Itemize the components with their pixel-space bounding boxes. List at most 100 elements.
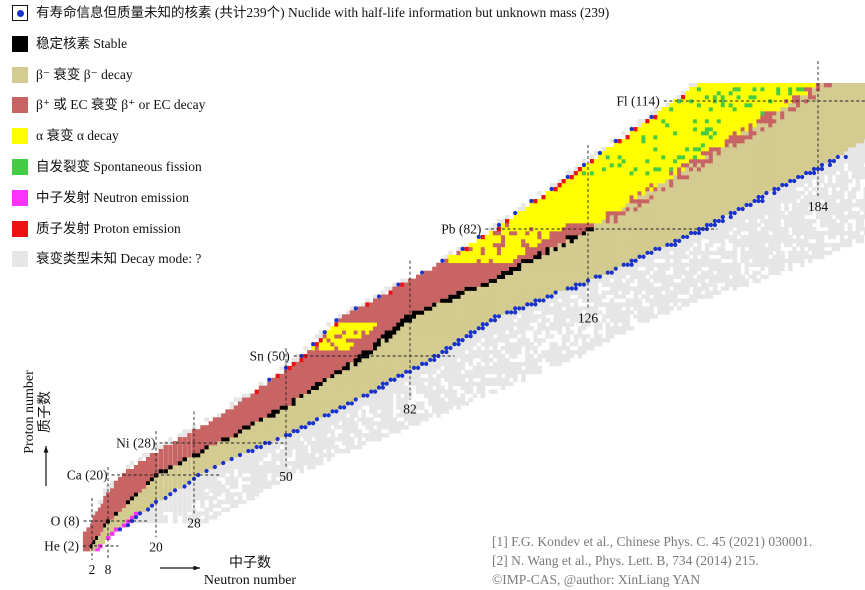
alpha-cell: [342, 346, 347, 351]
unknown-decay-cell: [492, 322, 498, 327]
unknown-decay-cell: [537, 354, 542, 359]
unknown-decay-cell: [208, 484, 214, 489]
beta-plus-cell: [263, 385, 268, 390]
unknown-decay-cell: [685, 298, 690, 303]
unknown-decay-cell: [361, 397, 366, 402]
alpha-cell: [342, 342, 347, 347]
unknown-decay-cell: [468, 354, 474, 359]
unknown-decay-cell: [553, 357, 559, 363]
beta-plus-cell: [221, 413, 226, 418]
unknown-decay-cell: [621, 294, 627, 299]
beta-plus-cell: [177, 441, 183, 446]
unknown-decay-cell: [792, 246, 797, 252]
unknown-decay-cell: [835, 203, 841, 208]
unknown-decay-cell: [728, 278, 734, 283]
beta-plus-cell: [303, 377, 308, 383]
unknown-decay-cell: [827, 211, 833, 216]
beta-plus-cell: [117, 507, 123, 512]
beta-minus-cell: [349, 381, 355, 386]
unknown-decay-cell: [807, 199, 813, 204]
beta-minus-cell: [177, 484, 183, 489]
unknown-decay-cell: [444, 361, 449, 367]
unknown-decay-cell: [322, 441, 328, 446]
beta-plus-cell: [287, 397, 293, 402]
beta-plus-cell: [225, 433, 230, 438]
beta-minus-cell: [287, 421, 293, 426]
beta-plus-cell: [117, 480, 123, 485]
unknown-decay-cell: [345, 405, 351, 410]
unknown-decay-cell: [681, 250, 686, 256]
unknown-decay-cell: [440, 373, 445, 379]
beta-plus-cell: [97, 523, 103, 528]
unknown-decay-cell: [267, 465, 272, 470]
unknown-decay-cell: [537, 365, 542, 371]
unknown-decay-cell: [424, 413, 429, 418]
unknown-decay-cell: [452, 381, 457, 386]
unknown-decay-cell: [689, 274, 694, 279]
beta-plus-cell: [322, 354, 328, 359]
beta-minus-cell: [392, 373, 397, 379]
unknown-decay-cell: [827, 199, 833, 204]
unknown-decay-cell: [677, 286, 682, 291]
unknown-decay-cell: [681, 282, 686, 287]
unknown-decay-cell: [863, 227, 865, 232]
unknown-decay-cell: [807, 219, 813, 224]
beta-minus-cell: [318, 409, 324, 414]
unknown-decay-cell: [537, 314, 542, 319]
unknown-decay-cell: [496, 357, 502, 363]
beta-plus-cell: [233, 421, 239, 426]
beta-minus-cell: [420, 350, 425, 355]
beta-plus-cell: [342, 361, 347, 367]
beta-plus-cell: [242, 401, 247, 406]
beta-minus-cell: [196, 461, 201, 466]
unknown-decay-cell: [692, 83, 698, 88]
unknown-decay-cell: [271, 453, 276, 458]
unknown-decay-cell: [533, 330, 538, 335]
unknown-decay-cell: [597, 278, 603, 283]
unknown-decay-cell: [291, 445, 297, 450]
unknown-decay-cell: [492, 330, 498, 335]
unknown-decay-cell: [815, 183, 821, 188]
beta-plus-cell: [267, 405, 272, 410]
unknown-decay-cell: [182, 496, 187, 501]
unknown-decay-cell: [172, 507, 178, 512]
unknown-decay-cell: [476, 369, 482, 375]
unknown-decay-cell: [835, 183, 841, 188]
stable-cell: [145, 480, 151, 485]
unknown-decay-cell: [400, 377, 405, 383]
unknown-decay-cell: [740, 250, 746, 256]
proton-emission-cell: [318, 338, 324, 343]
unknown-decay-cell: [517, 326, 522, 331]
beta-minus-cell: [361, 369, 366, 375]
unknown-decay-cell: [685, 290, 690, 295]
beta-plus-cell: [263, 401, 268, 406]
beta-plus-cell: [287, 377, 293, 383]
neutron-emission-cell: [95, 547, 100, 552]
unknown-decay-cell: [577, 330, 583, 335]
beta-plus-cell: [225, 413, 230, 418]
unknown-decay-cell: [330, 433, 335, 438]
unknown-decay-cell: [800, 223, 805, 228]
unknown-decay-cell: [314, 433, 320, 438]
unknown-decay-cell: [448, 373, 453, 379]
beta-minus-cell: [100, 535, 106, 540]
unknown-decay-cell: [653, 270, 658, 275]
unknown-decay-cell: [229, 476, 235, 482]
unknown-decay-cell: [772, 270, 777, 275]
unknown-decay-cell: [338, 417, 343, 422]
unknown-decay-cell: [357, 405, 363, 410]
unknown-decay-cell: [416, 413, 421, 418]
unknown-decay-cell: [756, 270, 761, 275]
beta-plus-cell: [258, 409, 264, 414]
unknown-decay-cell: [859, 238, 865, 244]
beta-plus-cell: [200, 425, 205, 430]
unknown-decay-cell: [158, 503, 164, 508]
unknown-decay-cell: [689, 298, 694, 303]
unknown-decay-cell: [326, 445, 332, 450]
unknown-decay-cell: [657, 290, 662, 295]
unknown-decay-cell: [677, 262, 682, 268]
beta-plus-cell: [326, 365, 332, 371]
beta-minus-cell: [365, 369, 370, 375]
beta-minus-cell: [145, 492, 151, 497]
unknown-decay-cell: [448, 389, 453, 394]
